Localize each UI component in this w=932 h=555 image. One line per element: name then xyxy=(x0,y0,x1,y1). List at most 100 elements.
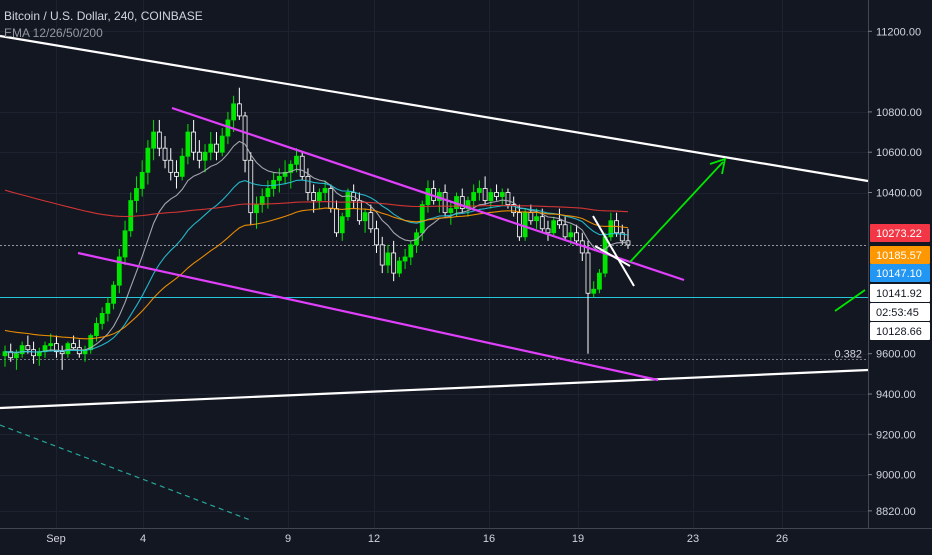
price-tag-label: 10185.57 xyxy=(876,250,922,262)
candle-body xyxy=(299,155,305,177)
projection-arrow-head xyxy=(709,157,727,175)
candle-body xyxy=(379,244,385,266)
ema-26-line xyxy=(4,179,629,353)
x-tick-label: 26 xyxy=(776,533,788,545)
candle-body xyxy=(511,204,517,214)
candle-body xyxy=(465,200,471,210)
candle-body xyxy=(65,343,71,355)
candle-body xyxy=(448,208,454,214)
candle-body xyxy=(494,192,499,197)
price-tag-label: 10141.92 xyxy=(876,288,922,300)
y-tick-label: 9200.00 xyxy=(876,429,916,441)
ema-200-line xyxy=(4,189,629,218)
candle-body xyxy=(134,188,139,201)
candle-body xyxy=(522,212,528,238)
candle-body xyxy=(385,252,391,266)
candle-body xyxy=(597,272,602,290)
candle-body xyxy=(99,312,105,324)
x-tick-label: 9 xyxy=(285,533,291,545)
candle-body xyxy=(14,353,19,359)
y-tick-label: 9400.00 xyxy=(876,389,916,401)
candle-body xyxy=(179,155,185,177)
candle-body xyxy=(305,175,311,193)
candle-body xyxy=(316,192,322,201)
candle-body xyxy=(368,212,374,230)
x-tick-label: 4 xyxy=(140,533,146,545)
candle-body xyxy=(105,302,111,314)
candle-body xyxy=(111,284,116,304)
candle-body xyxy=(294,155,299,165)
candle-body xyxy=(54,343,59,353)
candle-body xyxy=(168,159,174,173)
candle-body xyxy=(505,192,511,205)
candle-body xyxy=(374,228,379,246)
candle-body xyxy=(271,180,277,189)
x-tick-label: 19 xyxy=(572,533,584,545)
candle-body xyxy=(242,115,248,161)
candle-body xyxy=(471,192,477,201)
candle-body xyxy=(151,131,157,149)
candle-body xyxy=(25,345,31,351)
candle-body xyxy=(608,220,614,238)
candle-body xyxy=(231,103,237,121)
candle-body xyxy=(562,224,568,238)
candle-body xyxy=(248,159,254,214)
price-tag-bg xyxy=(870,246,930,264)
candle-body xyxy=(362,212,368,222)
candle-body xyxy=(208,143,214,153)
candle-body xyxy=(482,188,488,201)
candle-body xyxy=(236,103,242,117)
candle-body xyxy=(2,351,8,357)
candle-body xyxy=(71,343,76,349)
candle-body xyxy=(116,256,122,286)
candle-body xyxy=(156,131,162,149)
candle-body xyxy=(551,220,557,234)
candle-body xyxy=(174,171,179,177)
price-tag-label: 10128.66 xyxy=(876,326,922,338)
candle-body xyxy=(391,252,397,274)
channel-upper-line xyxy=(171,106,685,282)
candle-body xyxy=(585,252,591,294)
flag-line-upper xyxy=(592,215,635,287)
candle-body xyxy=(328,188,334,210)
candle-body xyxy=(122,230,128,258)
candle-body xyxy=(557,220,562,226)
candle-body xyxy=(19,345,25,355)
candle-body xyxy=(425,188,431,205)
candle-body xyxy=(254,204,259,214)
price-tag-label: 10273.22 xyxy=(876,228,922,240)
candle-body xyxy=(59,351,65,355)
candle-body xyxy=(488,192,494,201)
price-tag-label: 02:53:45 xyxy=(876,307,919,319)
candle-body xyxy=(591,288,597,294)
indicator-legend: EMA 12/26/50/200 xyxy=(4,26,103,40)
upper-trend-line xyxy=(0,34,869,183)
time-axis-panel xyxy=(0,528,932,550)
candle-body xyxy=(311,192,317,201)
candle-body xyxy=(528,212,534,222)
price-tag-bg xyxy=(870,284,930,302)
candle-body xyxy=(265,188,271,197)
price-tag-bg xyxy=(870,322,930,340)
y-tick-label: 10400.00 xyxy=(876,188,922,200)
candle-body xyxy=(442,192,448,214)
x-tick-label: 16 xyxy=(483,533,495,545)
fib-level-label: 0.382 xyxy=(834,349,862,361)
flag-line-lower xyxy=(594,245,631,267)
y-tick-label: 8820.00 xyxy=(876,506,916,518)
candle-body xyxy=(396,260,402,274)
chart-legend: Bitcoin / U.S. Dollar, 240, COINBASE EMA… xyxy=(4,8,203,42)
candle-body xyxy=(196,151,202,161)
candle-body xyxy=(185,131,191,157)
candle-body xyxy=(139,171,145,189)
side-arrow-line xyxy=(834,289,866,312)
candle-body xyxy=(459,196,465,210)
candle-body xyxy=(345,192,351,218)
y-tick-label: 11200.00 xyxy=(876,26,921,38)
candle-body xyxy=(619,232,625,242)
candle-body xyxy=(191,131,197,153)
candle-body xyxy=(356,200,362,222)
candle-body xyxy=(145,147,151,173)
candle-body xyxy=(568,232,574,238)
